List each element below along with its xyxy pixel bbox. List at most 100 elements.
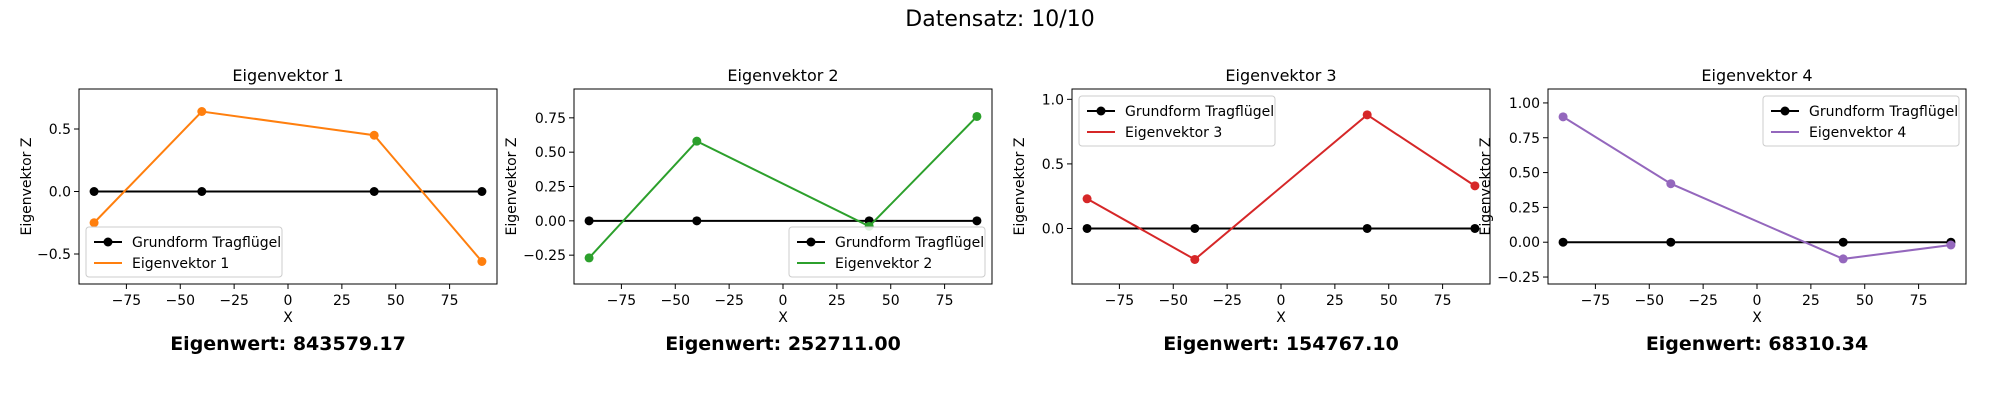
data-point — [972, 111, 982, 121]
chart-panel-2: Eigenvektor 2 −75 −50 −25 0 25 50 75 −0.25 0.00 0.… — [504, 66, 993, 355]
data-point — [972, 216, 982, 226]
legend-entry: Grundform Tragflügel — [1125, 104, 1274, 120]
x-tick-label: 0 — [284, 293, 293, 309]
x-tick-label: −50 — [165, 293, 195, 309]
chart-title: Eigenvektor 4 — [1701, 66, 1812, 85]
data-point — [1558, 237, 1568, 247]
x-tick-label: −75 — [1581, 293, 1611, 309]
legend-marker — [1096, 106, 1106, 116]
data-point — [584, 216, 594, 226]
data-point — [1362, 223, 1372, 233]
y-tick-label: 0.25 — [535, 180, 566, 196]
x-tick-label: 50 — [882, 293, 900, 309]
x-tick-label: −75 — [1105, 293, 1135, 309]
eigenvalue-label: Eigenwert: 154767.10 — [1163, 333, 1399, 355]
data-point — [692, 216, 702, 226]
y-tick-label: 1.0 — [1042, 92, 1064, 108]
y-tick-label: 0.5 — [49, 122, 71, 138]
legend-entry: Eigenvektor 2 — [835, 256, 932, 272]
x-tick-label: 25 — [828, 293, 846, 309]
legend-marker — [103, 237, 113, 247]
data-point — [1470, 181, 1480, 191]
eigenvalue-label: Eigenwert: 68310.34 — [1646, 333, 1868, 355]
data-point — [89, 187, 99, 196]
legend: Grundform Tragflügel Eigenvektor 1 — [85, 226, 283, 278]
legend-entry: Grundform Tragflügel — [835, 235, 984, 251]
x-tick-label: 75 — [936, 293, 954, 309]
x-tick-label: 0 — [1277, 293, 1286, 309]
legend-box — [85, 226, 283, 278]
y-tick-label: 0.0 — [49, 185, 71, 201]
x-tick-label: −75 — [607, 293, 637, 309]
chart-title: Eigenvektor 1 — [232, 66, 343, 85]
legend: Grundform Tragflügel Eigenvektor 2 — [788, 226, 986, 278]
y-axis-label: Eigenvektor Z — [19, 138, 35, 236]
x-tick-label: 75 — [1434, 293, 1452, 309]
legend-box — [788, 226, 986, 278]
plot-frame — [78, 88, 498, 285]
y-tick-label: 0.5 — [1042, 157, 1064, 173]
y-tick-label: 0.25 — [1509, 200, 1540, 216]
y-axis-label: Eigenvektor Z — [1012, 138, 1028, 236]
legend-box — [1762, 95, 1960, 147]
series-line-2 — [1562, 116, 1952, 260]
x-tick-label: −25 — [219, 293, 249, 309]
legend-marker — [1780, 106, 1790, 116]
x-tick-label: −50 — [1634, 293, 1664, 309]
x-tick-label: −25 — [1212, 293, 1242, 309]
legend-entry: Eigenvektor 3 — [1125, 125, 1222, 141]
chart-title: Eigenvektor 2 — [727, 66, 838, 85]
y-tick-label: 0.00 — [1509, 235, 1540, 251]
legend: Grundform Tragflügel Eigenvektor 3 — [1078, 95, 1276, 147]
data-point — [1666, 237, 1676, 247]
y-axis-label: Eigenvektor Z — [1478, 138, 1494, 236]
data-point — [1190, 254, 1200, 264]
y-tick-label: 0.0 — [1042, 221, 1064, 237]
plot-frame — [1071, 88, 1491, 285]
series-line-2 — [1086, 113, 1476, 261]
data-point — [692, 136, 702, 146]
figure-title: Datensatz: 10/10 — [905, 7, 1094, 32]
eigenvalue-label: Eigenwert: 843579.17 — [170, 333, 406, 355]
chart-panel-1: Eigenvektor 1 −75 −50 −25 0 25 50 75 −0.5 0.0 0.5 X… — [19, 66, 498, 355]
y-tick-label: 0.50 — [535, 145, 566, 161]
data-point — [369, 130, 379, 140]
x-tick-label: −75 — [112, 293, 142, 309]
legend-marker — [806, 237, 816, 247]
x-tick-label: 25 — [333, 293, 351, 309]
legend-entry: Eigenvektor 1 — [132, 256, 229, 272]
y-tick-label: −0.5 — [37, 247, 71, 263]
x-tick-label: 50 — [1380, 293, 1398, 309]
y-tick-label: 0.00 — [535, 214, 566, 230]
data-point — [1558, 112, 1568, 122]
x-tick-label: 25 — [1802, 293, 1820, 309]
x-tick-label: −50 — [1158, 293, 1188, 309]
x-tick-label: −50 — [660, 293, 690, 309]
data-point — [584, 253, 594, 263]
x-axis-label: X — [778, 310, 788, 326]
legend-entry: Grundform Tragflügel — [132, 235, 281, 251]
data-point — [89, 218, 99, 228]
x-tick-label: 75 — [441, 293, 459, 309]
x-tick-label: 50 — [1856, 293, 1874, 309]
data-point — [1470, 223, 1480, 233]
x-axis-label: X — [1276, 310, 1286, 326]
data-point — [1666, 179, 1676, 189]
data-point — [1946, 240, 1956, 250]
x-tick-label: −25 — [1688, 293, 1718, 309]
plot-frame — [1547, 88, 1967, 285]
plot-frame — [573, 88, 993, 285]
data-point — [1190, 223, 1200, 233]
legend-entry: Eigenvektor 4 — [1809, 125, 1906, 141]
x-tick-label: −25 — [714, 293, 744, 309]
series-line-2 — [588, 115, 978, 259]
data-point — [197, 187, 207, 196]
eigenvalue-label: Eigenwert: 252711.00 — [665, 333, 901, 355]
data-point — [1082, 194, 1092, 204]
y-tick-label: 1.00 — [1509, 96, 1540, 112]
chart-panel-4: Eigenvektor 4 −75 −50 −25 0 25 50 75 −0.25 0.00 0.… — [1478, 66, 1967, 355]
data-point — [1838, 237, 1848, 247]
data-point — [1838, 254, 1848, 264]
data-point — [477, 187, 487, 196]
x-tick-label: 0 — [1753, 293, 1762, 309]
